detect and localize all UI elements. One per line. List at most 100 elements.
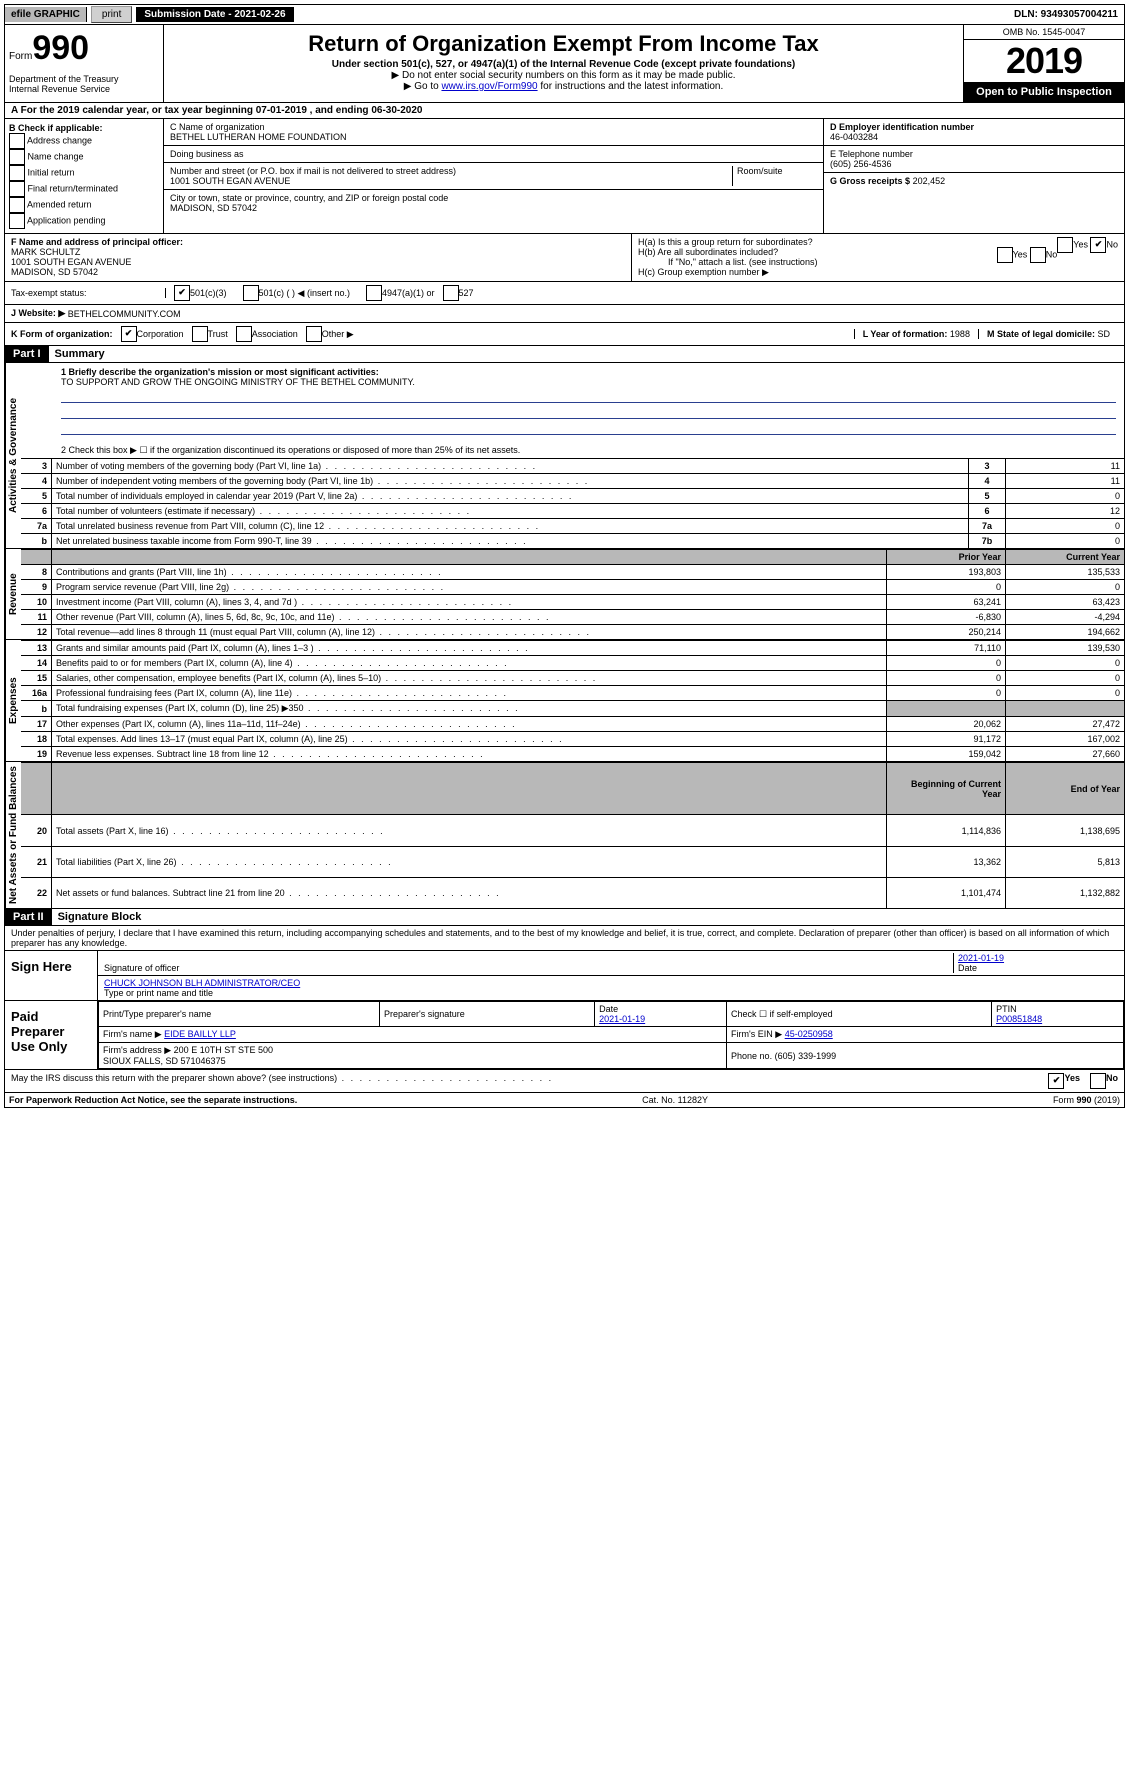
governance-section: Activities & Governance 1 Briefly descri…: [4, 363, 1125, 549]
org-column: C Name of organization BETHEL LUTHERAN H…: [164, 119, 824, 233]
other-check[interactable]: [306, 326, 322, 342]
table-row: 3Number of voting members of the governi…: [21, 459, 1124, 474]
firm-addr-label: Firm's address ▶: [103, 1045, 171, 1055]
checkbox-item[interactable]: Final return/terminated: [9, 181, 159, 197]
paid-h5: PTIN: [996, 1004, 1017, 1014]
exp-sidelabel: Expenses: [5, 640, 21, 761]
part2-badge: Part II: [5, 909, 52, 925]
discuss-yes-check[interactable]: [1048, 1073, 1064, 1089]
footer-mid: Cat. No. 11282Y: [642, 1095, 708, 1105]
discuss-row: May the IRS discuss this return with the…: [4, 1070, 1125, 1093]
form-number: 990: [32, 29, 89, 67]
note-ssn: ▶ Do not enter social security numbers o…: [172, 70, 955, 81]
corp-check[interactable]: [121, 326, 137, 342]
m-label: M State of legal domicile:: [987, 329, 1098, 339]
officer-name: MARK SCHULTZ: [11, 247, 80, 257]
irs-link[interactable]: www.irs.gov/Form990: [441, 81, 537, 92]
table-row: 13Grants and similar amounts paid (Part …: [21, 641, 1124, 656]
expenses-section: Expenses 13Grants and similar amounts pa…: [4, 640, 1125, 762]
addr-label: Number and street (or P.O. box if mail i…: [170, 166, 732, 176]
table-row: 10Investment income (Part VIII, column (…: [21, 595, 1124, 610]
firm-name[interactable]: EIDE BAILLY LLP: [164, 1029, 236, 1039]
sig-officer-label: Signature of officer: [104, 963, 179, 973]
officer-label: F Name and address of principal officer:: [11, 237, 183, 247]
korg-row: K Form of organization: Corporation Trus…: [4, 323, 1125, 346]
checkbox-item[interactable]: Application pending: [9, 213, 159, 229]
org-name: BETHEL LUTHERAN HOME FOUNDATION: [170, 132, 817, 142]
officer-print-name[interactable]: CHUCK JOHNSON BLH ADMINISTRATOR/CEO: [104, 978, 300, 988]
firm-phone-label: Phone no.: [731, 1051, 772, 1061]
table-row: 5Total number of individuals employed in…: [21, 489, 1124, 504]
subtitle: Under section 501(c), 527, or 4947(a)(1)…: [172, 59, 955, 70]
period-row: A For the 2019 calendar year, or tax yea…: [4, 103, 1125, 119]
net-sidelabel: Net Assets or Fund Balances: [5, 762, 21, 908]
hb-yes-check[interactable]: [997, 247, 1013, 263]
ha-yes-check[interactable]: [1057, 237, 1073, 253]
part1-title: Summary: [49, 346, 111, 362]
form-prefix: Form: [9, 51, 32, 62]
expenses-table: 13Grants and similar amounts paid (Part …: [21, 640, 1124, 761]
501c3-check[interactable]: [174, 285, 190, 301]
table-row: 20Total assets (Part X, line 16)1,114,83…: [21, 815, 1124, 846]
netassets-section: Net Assets or Fund Balances Beginning of…: [4, 762, 1125, 909]
table-row: 14Benefits paid to or for members (Part …: [21, 656, 1124, 671]
governance-table: 3Number of voting members of the governi…: [21, 458, 1124, 548]
dept-label: Department of the Treasury Internal Reve…: [9, 74, 159, 94]
trust-check[interactable]: [192, 326, 208, 342]
gross-value: 202,452: [913, 176, 946, 186]
top-bar: efile GRAPHIC print Submission Date - 20…: [4, 4, 1125, 25]
discuss-no-check[interactable]: [1090, 1073, 1106, 1089]
ein-value: 46-0403284: [830, 132, 878, 142]
table-row: 16aProfessional fundraising fees (Part I…: [21, 686, 1124, 701]
print-name-label: Type or print name and title: [104, 988, 213, 998]
paid-ptin[interactable]: P00851848: [996, 1014, 1042, 1024]
part1-header-row: Part I Summary: [4, 346, 1125, 363]
table-row: bTotal fundraising expenses (Part IX, co…: [21, 701, 1124, 717]
title-block: Return of Organization Exempt From Incom…: [164, 25, 963, 102]
city-label: City or town, state or province, country…: [170, 193, 817, 203]
omb-number: OMB No. 1545-0047: [964, 25, 1124, 40]
info-grid: B Check if applicable: Address change Na…: [4, 119, 1125, 234]
sign-date[interactable]: 2021-01-19: [958, 953, 1004, 963]
org-name-label: C Name of organization: [170, 122, 817, 132]
firm-ein[interactable]: 45-0250958: [785, 1029, 833, 1039]
form-header: Form990 Department of the Treasury Inter…: [4, 25, 1125, 103]
part1-badge: Part I: [5, 346, 49, 362]
footer: For Paperwork Reduction Act Notice, see …: [4, 1093, 1125, 1108]
checkbox-item[interactable]: Address change: [9, 133, 159, 149]
table-row: 8Contributions and grants (Part VIII, li…: [21, 565, 1124, 580]
print-button[interactable]: print: [91, 6, 132, 23]
hb-no-check[interactable]: [1030, 247, 1046, 263]
table-row: 9Program service revenue (Part VIII, lin…: [21, 580, 1124, 595]
rev-sidelabel: Revenue: [5, 549, 21, 639]
q1-label: 1 Briefly describe the organization's mi…: [61, 367, 379, 377]
paid-table: Print/Type preparer's name Preparer's si…: [98, 1001, 1124, 1069]
ha-no-check[interactable]: [1090, 237, 1106, 253]
room-label: Room/suite: [732, 166, 817, 186]
discuss-label: May the IRS discuss this return with the…: [11, 1073, 1048, 1089]
form-number-block: Form990 Department of the Treasury Inter…: [5, 25, 164, 102]
revenue-section: Revenue Prior YearCurrent Year8Contribut…: [4, 549, 1125, 640]
table-row: 15Salaries, other compensation, employee…: [21, 671, 1124, 686]
paid-h3: Date: [599, 1004, 618, 1014]
table-row: 21Total liabilities (Part X, line 26)13,…: [21, 846, 1124, 877]
4947-check[interactable]: [366, 285, 382, 301]
tax-year: 2019: [964, 40, 1124, 82]
l-value: 1988: [950, 329, 970, 339]
527-check[interactable]: [443, 285, 459, 301]
table-row: bNet unrelated business taxable income f…: [21, 534, 1124, 549]
gov-sidelabel: Activities & Governance: [5, 363, 21, 548]
hb-label: H(b) Are all subordinates included?: [638, 247, 778, 257]
open-to-public: Open to Public Inspection: [964, 82, 1124, 102]
checkbox-item[interactable]: Name change: [9, 149, 159, 165]
firm-ein-label: Firm's EIN ▶: [731, 1029, 782, 1039]
netassets-table: Beginning of Current YearEnd of Year20To…: [21, 762, 1124, 908]
501c-check[interactable]: [243, 285, 259, 301]
firm-label: Firm's name ▶: [103, 1029, 162, 1039]
right-block: OMB No. 1545-0047 2019 Open to Public In…: [963, 25, 1124, 102]
part2-title: Signature Block: [52, 909, 148, 925]
checkbox-item[interactable]: Amended return: [9, 197, 159, 213]
checkbox-item[interactable]: Initial return: [9, 165, 159, 181]
paid-date[interactable]: 2021-01-19: [599, 1014, 645, 1024]
assoc-check[interactable]: [236, 326, 252, 342]
